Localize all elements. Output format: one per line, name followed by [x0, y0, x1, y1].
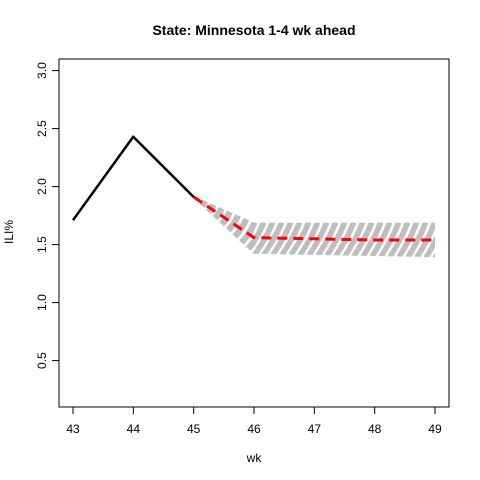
chart-title: State: Minnesota 1-4 wk ahead [152, 22, 355, 38]
plot-frame [58, 58, 450, 408]
forecast-line [192, 195, 435, 242]
sample-line-18 [193, 196, 436, 229]
x-tick-label-44: 44 [127, 422, 141, 436]
y-tick-label-1.0: 1.0 [35, 294, 49, 311]
x-tick-label-47: 47 [308, 422, 322, 436]
y-tick-label-2.5: 2.5 [35, 120, 49, 137]
series-lines [71, 135, 435, 242]
x-tick-label-49: 49 [428, 422, 442, 436]
x-tick-label-46: 46 [247, 422, 261, 436]
sample-line-5 [193, 196, 436, 251]
sample-line-20 [193, 196, 435, 225]
forecast-sample-lines [193, 196, 436, 258]
sample-line-19 [193, 196, 435, 227]
sample-line-4 [193, 196, 436, 253]
x-axis-label: wk [246, 451, 263, 465]
axes: 43 44 45 46 47 48 49 0.5 1.0 1.5 2.0 2.5 3.0 [35, 62, 442, 436]
y-tick-label-3.0: 3.0 [35, 62, 49, 79]
x-tick-label-45: 45 [187, 422, 201, 436]
y-tick-label-1.5: 1.5 [35, 236, 49, 253]
x-tick-label-48: 48 [368, 422, 382, 436]
x-tick-label-43: 43 [66, 422, 80, 436]
sample-line-3 [193, 196, 436, 254]
y-tick-label-2.0: 2.0 [35, 178, 49, 195]
y-tick-label-0.5: 0.5 [35, 352, 49, 369]
observed-line [71, 135, 195, 221]
y-axis-label: ILI% [2, 220, 16, 244]
sample-line-6 [193, 196, 436, 249]
